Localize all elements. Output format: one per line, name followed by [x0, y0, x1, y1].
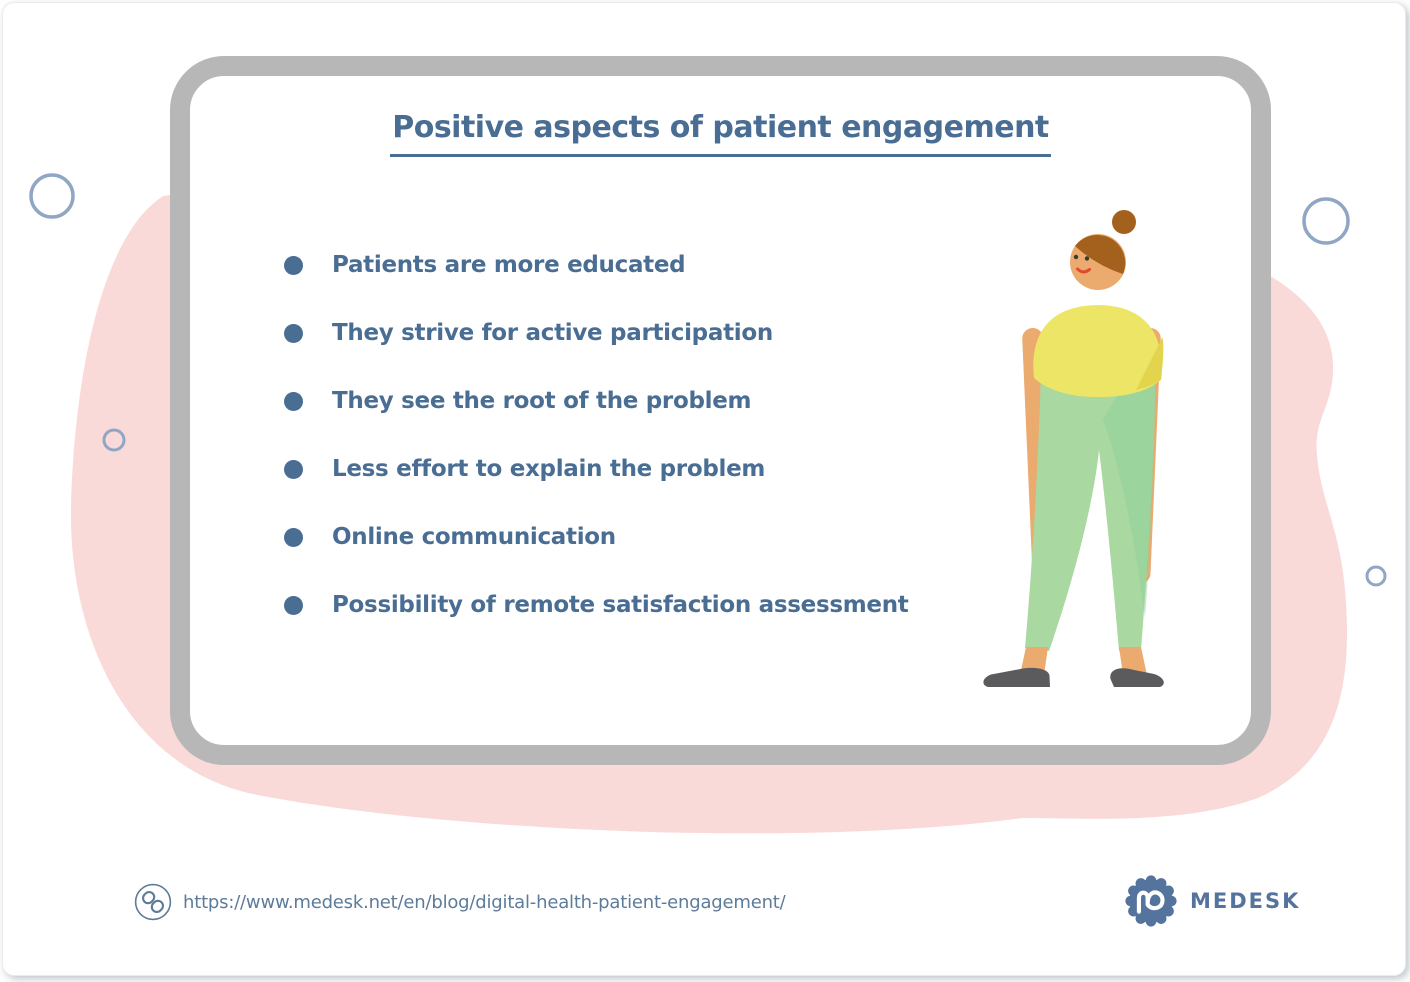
list-item: Possibility of remote satisfaction asses…	[284, 585, 909, 625]
bullet-label: They see the root of the problem	[332, 388, 752, 414]
medesk-badge-icon	[1125, 875, 1177, 927]
hair	[1075, 234, 1126, 274]
bullet-dot	[284, 595, 303, 615]
shirt	[1033, 305, 1162, 398]
title-wrap: Positive aspects of patient engagement	[170, 110, 1271, 157]
list-item: They see the root of the problem	[284, 381, 908, 421]
shirt-shade	[1136, 337, 1164, 390]
bullet-dot	[284, 255, 303, 275]
right-shoe	[1110, 668, 1164, 687]
link-icon	[134, 883, 172, 921]
bullet-label: Possibility of remote satisfaction asses…	[332, 592, 909, 618]
brand-name: MEDESK	[1190, 889, 1301, 913]
left-ankle	[1020, 647, 1048, 675]
bullet-dot	[284, 323, 303, 343]
decor-circle-top-left	[29, 173, 75, 219]
right-eye	[1084, 256, 1090, 261]
list-item: Less effort to explain the problem	[284, 449, 908, 489]
person-illustration	[983, 210, 1164, 687]
page-title: Positive aspects of patient engagement	[390, 110, 1051, 157]
decor-circle-mid-left	[102, 428, 126, 452]
bullet-label: Less effort to explain the problem	[332, 456, 766, 482]
decor-circle-mid-right	[1365, 565, 1387, 587]
bullet-label: They strive for active participation	[332, 320, 773, 346]
hair-bun	[1112, 210, 1136, 234]
left-eye	[1073, 254, 1079, 260]
brand-logo: MEDESK	[1123, 873, 1300, 929]
list-item: They strive for active participation	[284, 313, 908, 353]
source-url-text: https://www.medesk.net/en/blog/digital-h…	[183, 891, 786, 913]
bullet-label: Patients are more educated	[332, 252, 686, 278]
bullet-label: Online communication	[332, 524, 616, 550]
left-shoe	[983, 667, 1050, 687]
bullet-list: Patients are more educated They strive f…	[284, 245, 909, 653]
decor-circle-top-right	[1302, 197, 1350, 245]
bullet-dot	[284, 527, 303, 547]
list-item: Online communication	[284, 517, 908, 557]
mouth	[1076, 267, 1091, 274]
rounded-frame	[170, 56, 1271, 765]
bullet-dot	[284, 391, 303, 411]
right-ankle	[1119, 647, 1147, 675]
list-item: Patients are more educated	[284, 245, 908, 285]
trousers-shade	[1103, 368, 1156, 618]
source-url-link[interactable]: https://www.medesk.net/en/blog/digital-h…	[134, 883, 786, 921]
bullet-dot	[284, 459, 303, 479]
